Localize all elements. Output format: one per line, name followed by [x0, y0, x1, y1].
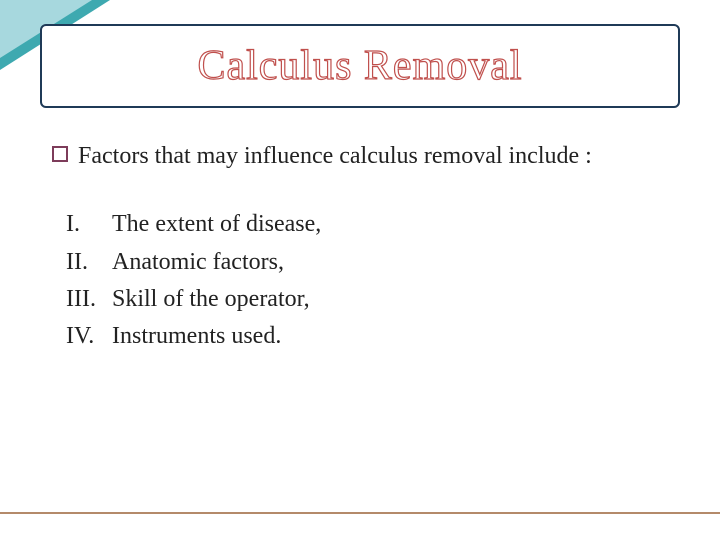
list-item: II. Anatomic factors,: [66, 244, 668, 281]
title-box: Calculus Removal: [40, 24, 680, 108]
list-number: I.: [66, 206, 112, 243]
list-text: Skill of the operator,: [112, 281, 310, 318]
list-item: IV. Instruments used.: [66, 318, 668, 355]
list-text: Instruments used.: [112, 318, 281, 355]
numbered-list: I. The extent of disease, II. Anatomic f…: [66, 206, 668, 355]
list-item: I. The extent of disease,: [66, 206, 668, 243]
list-number: II.: [66, 244, 112, 281]
slide: Calculus Removal Factors that may influe…: [0, 0, 720, 540]
slide-body: Factors that may influence calculus remo…: [52, 140, 668, 355]
lead-text: Factors that may influence calculus remo…: [78, 140, 592, 172]
list-text: The extent of disease,: [112, 206, 321, 243]
slide-title: Calculus Removal: [197, 42, 522, 90]
bottom-rule: [0, 512, 720, 514]
list-item: III. Skill of the operator,: [66, 281, 668, 318]
list-number: IV.: [66, 318, 112, 355]
lead-row: Factors that may influence calculus remo…: [52, 140, 668, 172]
bullet-square-icon: [52, 146, 68, 162]
list-number: III.: [66, 281, 112, 318]
list-text: Anatomic factors,: [112, 244, 284, 281]
